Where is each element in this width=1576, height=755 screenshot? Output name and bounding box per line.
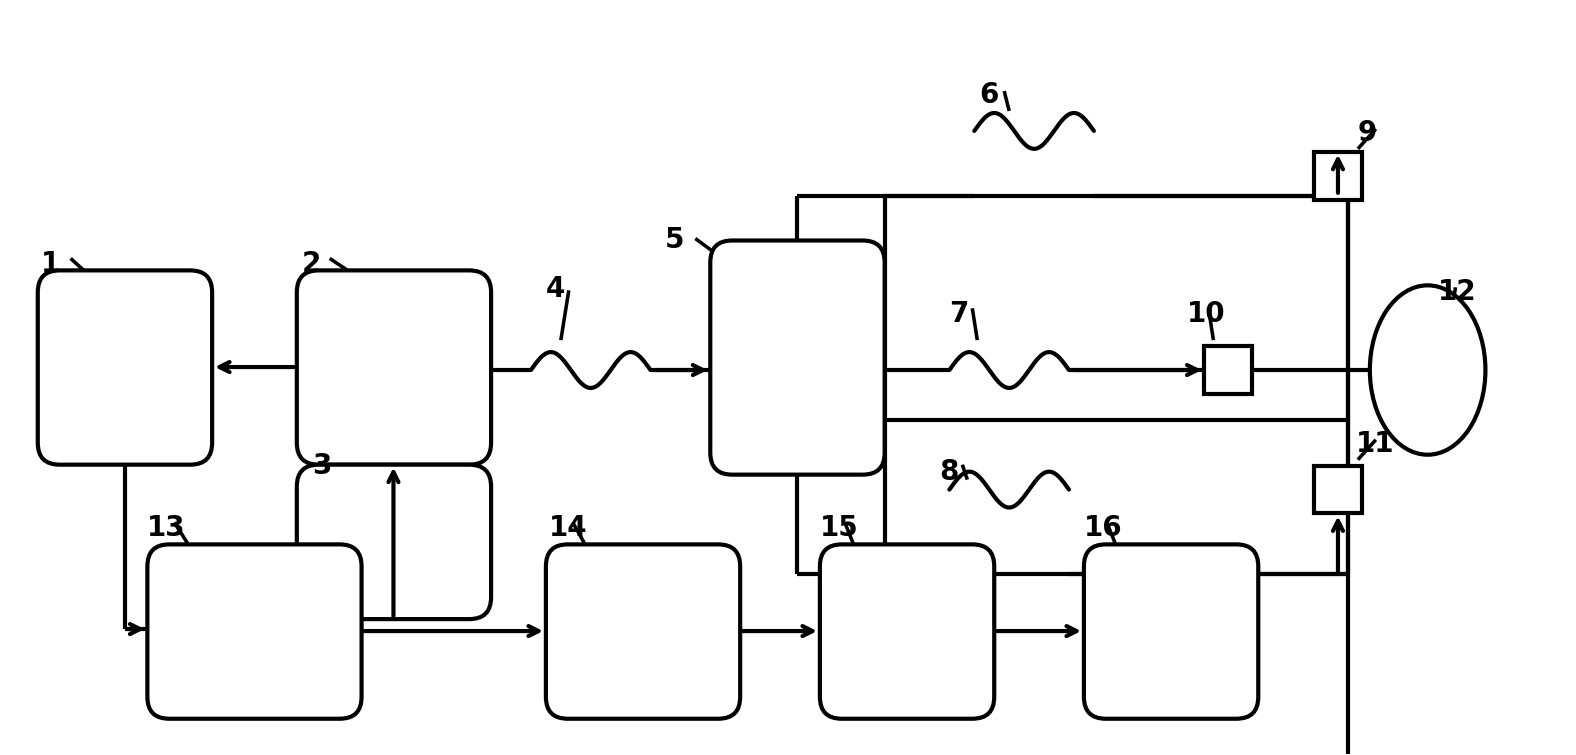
Text: 2: 2 <box>301 251 322 279</box>
Text: 3: 3 <box>312 451 331 479</box>
FancyBboxPatch shape <box>1084 544 1258 719</box>
Text: 9: 9 <box>1359 119 1377 147</box>
FancyBboxPatch shape <box>545 544 741 719</box>
Ellipse shape <box>1370 285 1486 455</box>
Text: 5: 5 <box>665 226 684 254</box>
Text: 12: 12 <box>1437 279 1477 307</box>
Text: 13: 13 <box>148 514 186 543</box>
Text: 14: 14 <box>548 514 588 543</box>
Text: 8: 8 <box>939 458 958 485</box>
FancyBboxPatch shape <box>38 270 213 464</box>
FancyBboxPatch shape <box>711 241 884 475</box>
Text: 15: 15 <box>820 514 859 543</box>
Text: 16: 16 <box>1084 514 1122 543</box>
Bar <box>1314 152 1362 199</box>
Text: 10: 10 <box>1187 300 1225 328</box>
Text: 1: 1 <box>41 251 60 279</box>
FancyBboxPatch shape <box>820 544 994 719</box>
Text: 6: 6 <box>979 81 999 109</box>
FancyBboxPatch shape <box>148 544 361 719</box>
FancyBboxPatch shape <box>296 464 492 619</box>
Text: 11: 11 <box>1355 430 1395 458</box>
Text: 4: 4 <box>545 276 566 304</box>
Text: 7: 7 <box>949 300 969 328</box>
FancyBboxPatch shape <box>296 270 492 464</box>
Bar <box>1314 466 1362 513</box>
Bar <box>1204 346 1253 394</box>
